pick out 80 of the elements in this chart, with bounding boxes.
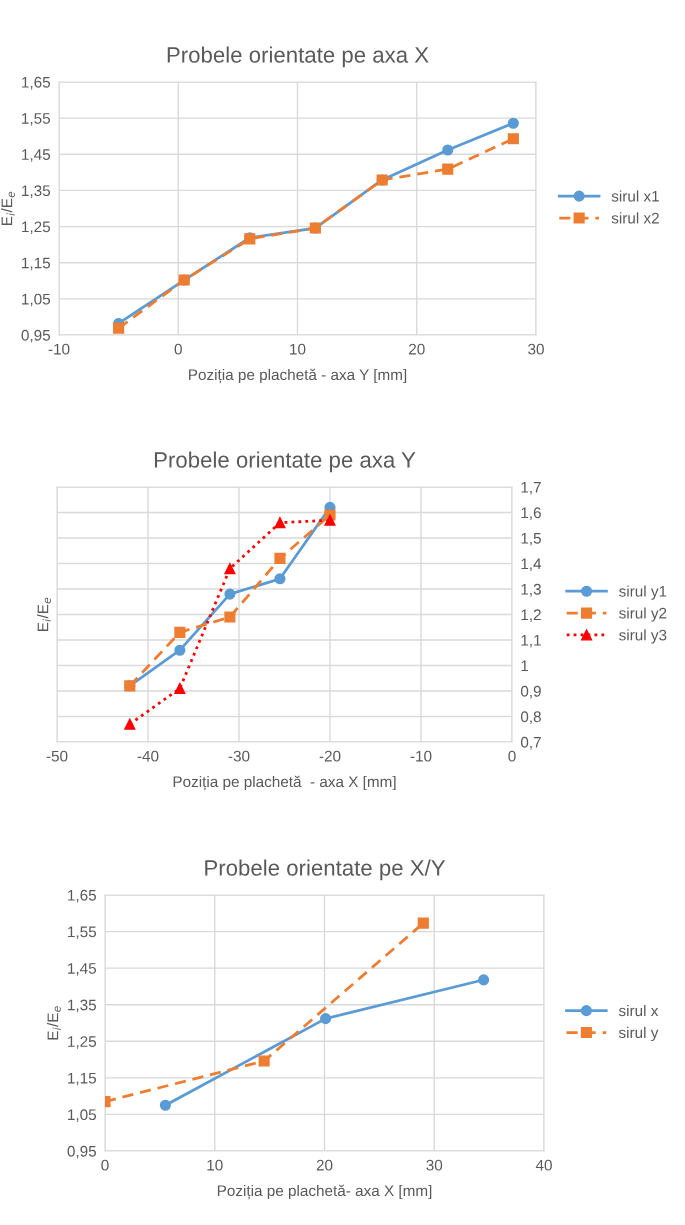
x-tick-label: 40: [535, 1159, 552, 1171]
point: [320, 1013, 332, 1025]
legend-label: sirul y1: [619, 585, 667, 600]
y-axis-title: E$_{i}$/E$_{e}$: [1, 191, 15, 225]
y-tick-label: 1,35: [68, 999, 97, 1013]
chart-title: Probele orientate pe X/Y: [205, 859, 446, 881]
point: [507, 133, 519, 145]
point: [507, 117, 519, 129]
y-axis-title: E$_{i}$/E$_{e}$: [47, 1006, 61, 1040]
y2-tick-label: 0,7: [520, 736, 541, 750]
point: [224, 611, 236, 623]
point: [478, 974, 490, 986]
y2-tick-label: 1,7: [521, 482, 541, 495]
point: [274, 517, 286, 529]
y-tick-label: 0,95: [21, 329, 51, 343]
y-tick-label: 1,15: [22, 257, 51, 271]
point: [174, 682, 186, 695]
x-tick-label: 30: [426, 1159, 443, 1171]
point: [442, 144, 454, 156]
y-tick-label: 1,15: [68, 1072, 97, 1086]
y-tick-label: 0,95: [67, 1145, 97, 1159]
legend-label: sirul x1: [611, 190, 659, 202]
x-axis-title: Poziția pe plachetă- axa X [mm]: [217, 1184, 432, 1200]
x-tick-label: 20: [409, 343, 425, 355]
y2-tick-label: 1: [521, 660, 529, 672]
y2-tick-label: 1,6: [521, 507, 541, 520]
x-tick-label: 0: [508, 750, 516, 762]
point: [274, 552, 286, 564]
y-tick-label: 1,25: [22, 221, 51, 235]
y-tick-label: 1,55: [68, 926, 97, 940]
x-tick-label: 0: [174, 343, 182, 355]
legend-label: sirul y: [618, 1026, 659, 1042]
y2-tick-label: 1,3: [521, 583, 541, 597]
y-axis-title: E$_{i}$/E$_{e}$: [37, 597, 51, 631]
y-tick-label: 1,05: [68, 1109, 97, 1122]
x-tick-label: 30: [528, 343, 544, 355]
x-tick-label: -50: [46, 750, 68, 762]
y-tick-label: 1,35: [22, 185, 51, 198]
x-tick-label: 10: [207, 1159, 223, 1171]
x-tick-label: -20: [319, 750, 341, 762]
point: [159, 1099, 171, 1111]
y-tick-label: 1,55: [22, 113, 51, 126]
x-tick-label: 10: [290, 343, 306, 355]
y-tick-label: 1,05: [22, 293, 51, 307]
chart-title: Probele orientate pe axa X: [167, 46, 429, 68]
y2-tick-label: 1,5: [521, 533, 541, 546]
chart-title: Probele orientate pe axa Y: [154, 451, 416, 473]
point: [274, 573, 286, 585]
point: [174, 626, 186, 638]
point: [258, 1055, 270, 1067]
y2-tick-label: 1,4: [521, 558, 542, 571]
y-tick-label: 1,45: [68, 963, 97, 976]
x-tick-label: 0: [101, 1159, 109, 1171]
y2-tick-label: 0,9: [520, 685, 541, 699]
x-tick-label: -10: [410, 750, 432, 762]
y2-tick-label: 0,8: [520, 711, 541, 724]
y-tick-label: 1,65: [68, 889, 97, 903]
x-tick-label: 20: [316, 1159, 333, 1171]
x-axis-title: Poziția pe plachetă - axa X [mm]: [173, 775, 396, 791]
x-axis-title: Poziția pe plachetă - axa Y [mm]: [189, 368, 407, 384]
point: [174, 644, 186, 656]
point: [113, 322, 125, 334]
x-tick-label: -40: [137, 750, 159, 762]
y-tick-label: 1,25: [68, 1036, 97, 1049]
legend-label: sirul x2: [611, 212, 659, 224]
legend-label: sirul y3: [619, 629, 667, 644]
point: [124, 718, 136, 730]
point: [442, 163, 454, 175]
x-tick-label: -30: [228, 750, 250, 762]
y2-tick-label: 1,1: [521, 635, 541, 648]
point: [324, 514, 336, 526]
legend-label: sirul y2: [619, 607, 667, 622]
legend-label: sirul x: [618, 1004, 659, 1017]
y-tick-label: 1,45: [22, 149, 51, 162]
y-tick-label: 1,65: [22, 76, 51, 90]
point: [224, 588, 236, 600]
x-tick-label: -10: [48, 343, 70, 355]
y2-tick-label: 1,2: [521, 609, 541, 622]
point: [224, 563, 236, 575]
point: [417, 917, 429, 929]
